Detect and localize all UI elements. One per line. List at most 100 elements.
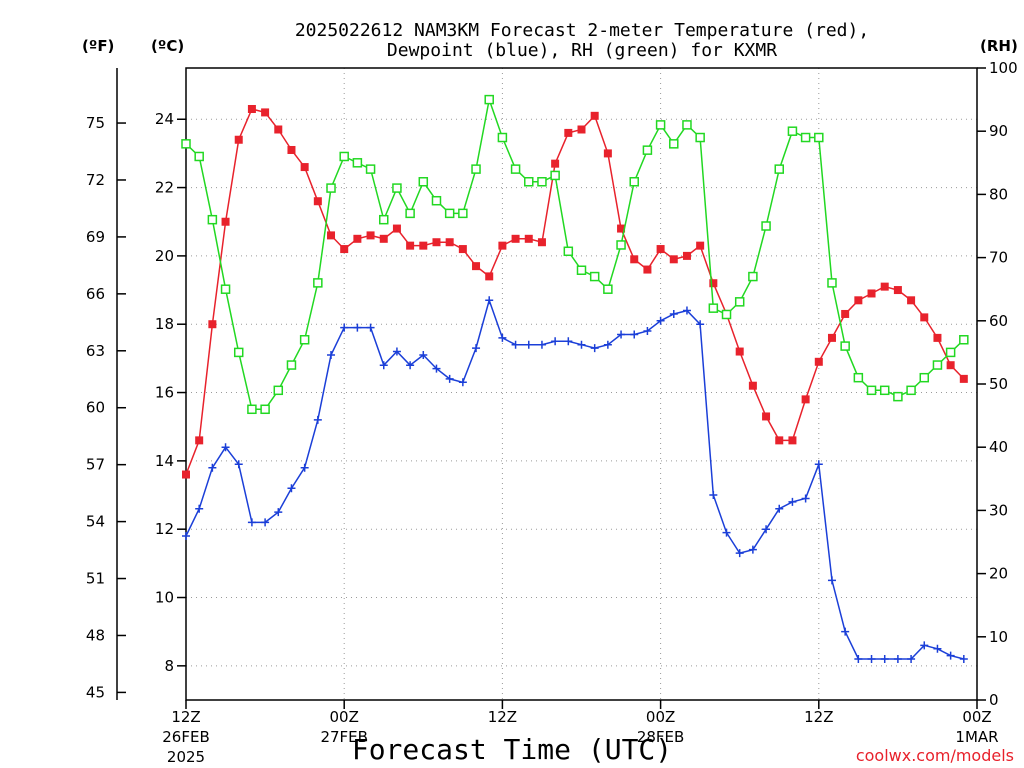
rh-point [589, 271, 600, 282]
rh-point [721, 309, 732, 320]
x-tick-label: 00Z [646, 708, 675, 726]
celsius-tick-label: 8 [164, 657, 174, 675]
dewpoint-point [630, 330, 639, 339]
dewpoint-point [327, 350, 336, 359]
dewpoint-point [827, 576, 836, 585]
temperature-point [234, 135, 243, 144]
temperature-point [617, 224, 626, 233]
temperature-point [247, 104, 256, 113]
dewpoint-point [485, 296, 494, 305]
dewpoint-point [564, 337, 573, 346]
temperature-point [564, 128, 573, 137]
temperature-point [920, 313, 929, 322]
temperature-point [221, 217, 230, 226]
rh-point [814, 132, 824, 143]
rh-tick-label: 10 [989, 628, 1008, 646]
x-tick-label: 12Z [171, 708, 200, 726]
temperature-point [524, 234, 533, 243]
rh-axis: 0 10 20 30 40 50 60 70 80 90 100 [977, 59, 1018, 709]
temperature-point [841, 309, 850, 318]
dewpoint-point [946, 651, 955, 660]
grid-lines [186, 68, 977, 700]
temperature-point [696, 241, 705, 250]
temperature-point [366, 231, 375, 240]
chart-title-line2: Dewpoint (blue), RH (green) for KXMR [387, 40, 777, 61]
credit-text: coolwx.com/models [856, 746, 1014, 765]
celsius-tick-label: 24 [155, 110, 174, 128]
temperature-point [353, 234, 362, 243]
temperature-point [867, 289, 876, 298]
dewpoint-point [933, 644, 942, 653]
dewpoint-point [893, 655, 902, 664]
rh-point [510, 164, 521, 174]
celsius-axis: 8 10 12 14 16 18 20 22 24 [155, 110, 186, 675]
temperature-point [313, 197, 322, 206]
dewpoint-point [182, 532, 190, 541]
rh-point [840, 341, 850, 351]
rh-point [879, 385, 890, 396]
dewpoint-point [867, 655, 876, 664]
temperature-point [511, 234, 520, 243]
dewpoint-line [185, 297, 964, 660]
rh-point [774, 164, 784, 174]
dewpoint-point [669, 309, 678, 318]
dewpoint-point [709, 491, 718, 500]
dewpoint-point [313, 415, 322, 424]
dewpoint-point [247, 518, 256, 527]
dewpoint-point [577, 340, 586, 349]
temperature-point [933, 333, 942, 342]
rh-tick-label: 0 [989, 691, 999, 709]
x-tick-label: 28FEB [637, 728, 684, 746]
x-axis: 12Z 26FEB 2025 00Z 27FEB 12Z 00Z 28FEB 12Z 00Z 1MA… [162, 700, 999, 766]
dewpoint-point [340, 323, 349, 332]
dewpoint-point [392, 347, 401, 356]
chart-title: 2025022612 NAM3KM Forecast 2-meter Tempe… [295, 20, 869, 61]
fahrenheit-tick-label: 48 [86, 626, 105, 644]
dewpoint-point [195, 504, 204, 513]
chart-title-line1: 2025022612 NAM3KM Forecast 2-meter Tempe… [295, 20, 869, 41]
rh-point [563, 246, 574, 257]
dewpoint-point [656, 316, 665, 325]
rh-point [827, 278, 837, 288]
dewpoint-point [537, 340, 546, 349]
dewpoint-point [722, 528, 731, 537]
temperature-point [392, 224, 401, 233]
dewpoint-point [524, 340, 533, 349]
dewpoint-point [274, 508, 283, 517]
rh-point [299, 335, 310, 345]
rh-point [708, 303, 719, 313]
dewpoint-point [735, 549, 744, 558]
celsius-tick-label: 18 [155, 315, 174, 333]
fahrenheit-tick-label: 69 [86, 228, 105, 246]
fahrenheit-tick-label: 60 [86, 399, 105, 417]
rh-point [800, 132, 811, 143]
dewpoint-point [920, 641, 929, 650]
dewpoint-point [498, 333, 507, 342]
dewpoint-point [379, 361, 388, 370]
temperature-point [458, 245, 467, 254]
temperature-point [537, 238, 546, 247]
fahrenheit-tick-label: 66 [86, 285, 105, 303]
temperature-point [274, 125, 283, 134]
x-tick-label: 00Z [330, 708, 359, 726]
rh-point [669, 139, 679, 149]
dewpoint-point [801, 494, 810, 503]
rh-line [185, 96, 965, 411]
temperature-point [788, 436, 797, 445]
rh-point [418, 177, 429, 187]
temperature-point [854, 296, 863, 305]
temperature-point [656, 245, 665, 254]
dewpoint-series [182, 296, 968, 664]
dewpoint-point [590, 344, 599, 353]
dewpoint-point [221, 443, 230, 452]
fahrenheit-tick-label: 54 [86, 513, 105, 531]
temperature-point [709, 279, 718, 288]
dewpoint-point [300, 463, 309, 472]
rh-point [787, 126, 798, 136]
x-tick-label: 12Z [804, 708, 833, 726]
rh-point [339, 151, 349, 162]
temperature-point [946, 361, 955, 370]
temperature-point [669, 255, 678, 264]
rh-tick-label: 40 [989, 438, 1008, 456]
temperature-point [959, 374, 968, 383]
